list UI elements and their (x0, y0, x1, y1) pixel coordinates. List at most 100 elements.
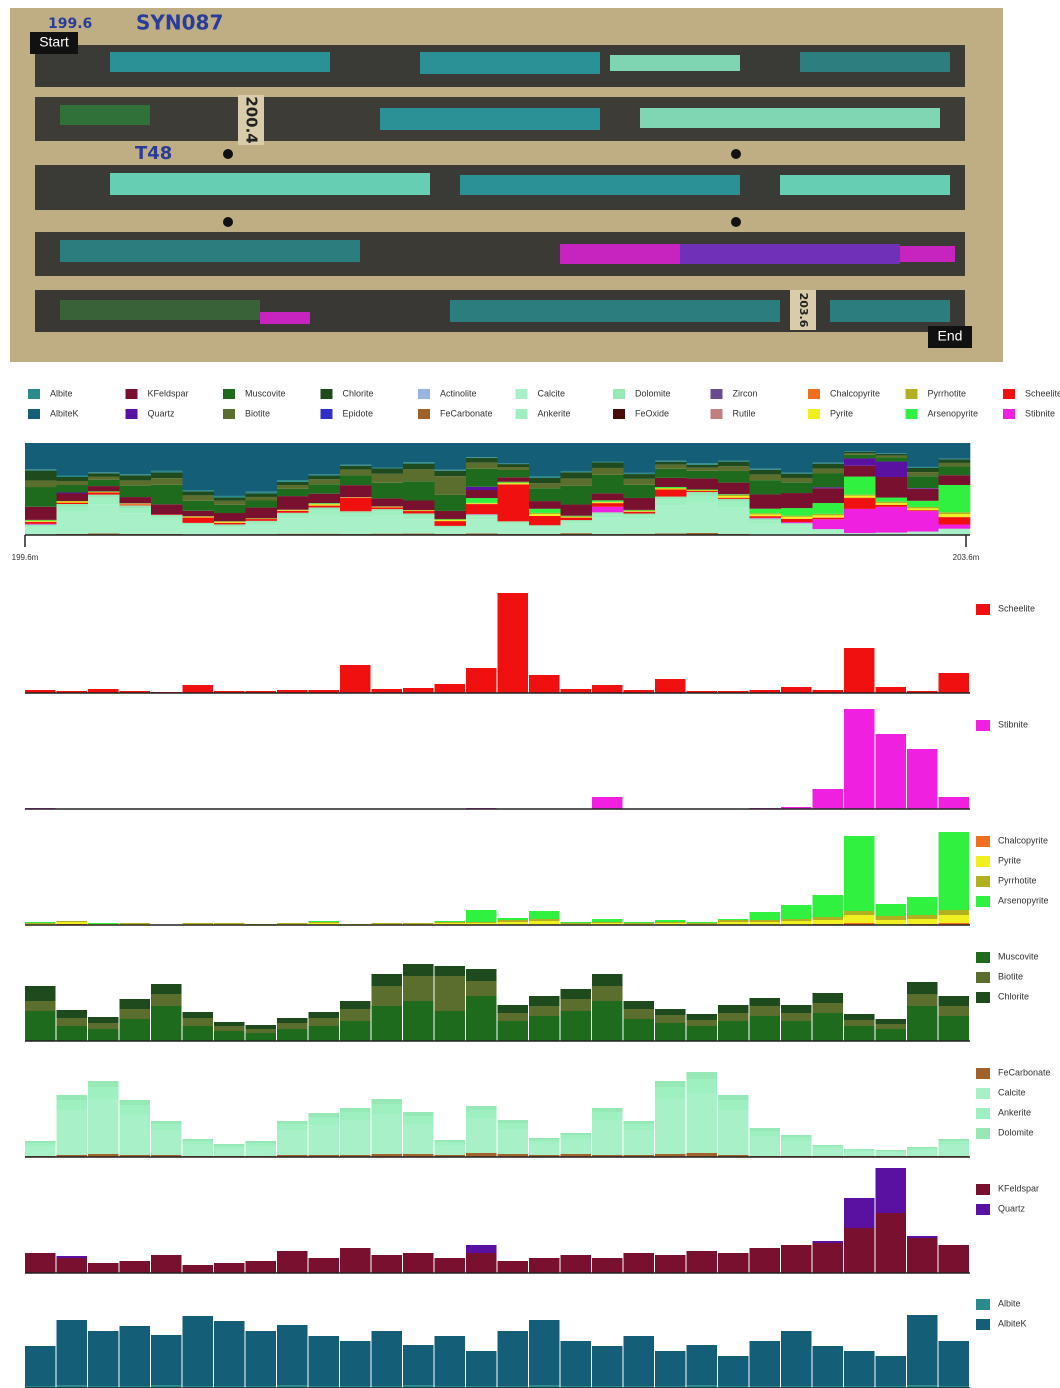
composition-segment (655, 489, 687, 497)
bar (655, 1009, 686, 1015)
composition-segment (308, 503, 341, 505)
composition-segment (466, 519, 498, 534)
bar (88, 689, 119, 693)
bar (434, 1142, 465, 1145)
bar (434, 966, 465, 976)
composition-segment (214, 521, 246, 523)
composition-segment (718, 466, 750, 471)
composition-segment (812, 463, 845, 469)
composition-segment (308, 493, 341, 504)
bar (655, 1087, 686, 1099)
bar (812, 1346, 843, 1386)
composition-segment (655, 496, 687, 500)
composition-segment (749, 474, 782, 481)
composition-segment (781, 473, 813, 478)
bar (529, 675, 560, 693)
bar (592, 1155, 623, 1157)
composition-segment (623, 511, 656, 514)
bar (875, 1024, 906, 1029)
composition-segment (371, 473, 404, 483)
bar (497, 1013, 528, 1021)
bar (466, 1253, 497, 1273)
bar (403, 1001, 434, 1041)
composition-segment (308, 474, 341, 476)
composition-segment (434, 526, 467, 529)
bar (214, 1263, 245, 1273)
bar (214, 1148, 245, 1156)
composition-segment (623, 518, 656, 534)
bar (623, 1336, 654, 1386)
composition-segment (119, 505, 152, 508)
composition-segment (497, 463, 530, 465)
legend-label: Calcite (538, 388, 566, 398)
bar (466, 910, 497, 922)
tray-number: T48 (135, 143, 172, 164)
composition-segment (907, 488, 939, 489)
composition-segment (686, 532, 719, 535)
bar (938, 832, 969, 910)
composition-segment (434, 520, 467, 522)
bar (277, 1018, 308, 1023)
bar (88, 1331, 119, 1386)
bar (182, 1026, 213, 1041)
legend-swatch (1003, 409, 1015, 419)
bar (875, 1213, 906, 1273)
bar (781, 921, 812, 925)
bar (340, 1009, 371, 1021)
bar (88, 1029, 119, 1041)
legend-swatch (125, 389, 138, 399)
composition-segment (875, 453, 908, 454)
bar (340, 665, 371, 693)
composition-segment (340, 464, 372, 466)
bar (907, 982, 938, 994)
composition-segment (592, 506, 624, 513)
bar (907, 749, 938, 809)
composition-segment (875, 504, 908, 507)
bar (119, 1019, 150, 1041)
bar (686, 1014, 717, 1020)
bar (781, 1386, 812, 1388)
bar (497, 1261, 528, 1273)
bar (718, 1095, 749, 1100)
bar (277, 1029, 308, 1041)
bar (938, 915, 969, 923)
composition-segment (340, 443, 372, 465)
composition-segment (749, 513, 782, 515)
composition-segment (718, 507, 750, 534)
bar (875, 1150, 906, 1151)
legend-swatch (976, 1184, 990, 1195)
composition-segment (812, 462, 845, 464)
bar (25, 1146, 56, 1156)
bar (151, 1155, 182, 1157)
composition-segment (686, 490, 719, 491)
bar (56, 921, 87, 922)
bar (938, 1016, 969, 1041)
composition-segment (182, 495, 215, 501)
composition-segment (844, 508, 876, 534)
bar (875, 1356, 906, 1386)
composition-segment (938, 462, 971, 467)
composition-segment (88, 479, 120, 487)
composition-segment (592, 502, 624, 504)
composition-segment (938, 484, 971, 513)
bar (718, 691, 749, 693)
composition-segment (718, 494, 750, 496)
bar (25, 923, 56, 924)
composition-segment (371, 509, 404, 512)
bar (938, 1139, 969, 1141)
bar (875, 1168, 906, 1213)
bar (812, 1386, 843, 1388)
bar (623, 1124, 654, 1130)
bar (623, 1155, 654, 1157)
composition-segment (182, 500, 215, 511)
legend-label: Chalcopyrite (830, 388, 880, 398)
legend-label: AlbiteK (998, 1318, 1027, 1328)
bar (182, 1316, 213, 1386)
bar (592, 1346, 623, 1386)
composition-segment (88, 492, 120, 495)
composition-segment (718, 495, 750, 498)
bar (245, 1146, 276, 1156)
composition-segment (56, 503, 89, 504)
composition-segment (718, 470, 750, 483)
composition-segment (214, 527, 246, 535)
